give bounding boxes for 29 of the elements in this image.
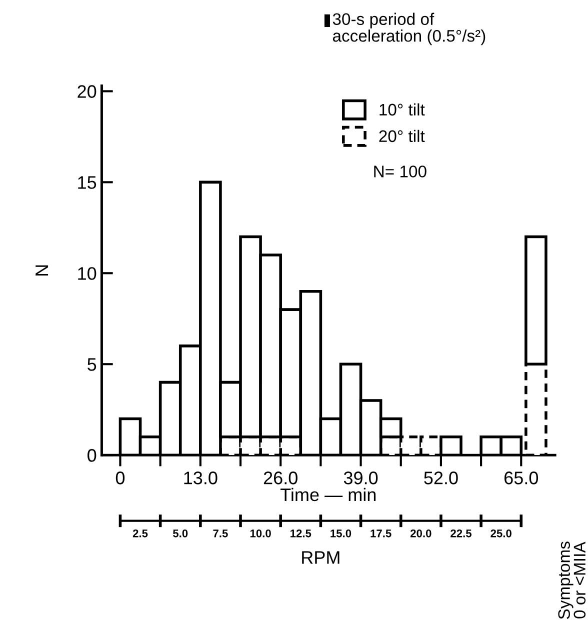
x2-tick-label: 2.5 [132, 529, 148, 538]
x2-tick-label: 22.5 [450, 529, 472, 538]
x-tick-label: 52.0 [424, 472, 458, 484]
y-axis-title: N [36, 265, 48, 276]
y-tick-label: 15 [78, 176, 96, 189]
x2-tick-label: 10.0 [250, 529, 271, 538]
y-tick-label: 20 [78, 85, 96, 98]
x2-tick-label: 20.0 [410, 529, 432, 538]
x-axis-title: Time — min [280, 488, 376, 502]
x2-axis-title: RPM [302, 551, 340, 564]
annotation: N= 100 [374, 166, 426, 178]
x2-tick-label: 15.0 [330, 529, 352, 538]
x2-tick-label: 25.0 [490, 529, 512, 538]
text: 30-s period of acceleration (0.5°/s²) [332, 12, 486, 46]
legend-label: 10° tilt [380, 103, 425, 116]
x-tick-label: 0 [116, 472, 125, 484]
x-tick-label: 39.0 [344, 472, 378, 484]
x2-tick-label: 5.0 [172, 529, 188, 538]
x-tick-label: 26.0 [264, 472, 298, 484]
legend-label: 20° tilt [379, 130, 425, 142]
x-tick-label: 65.0 [504, 472, 538, 484]
y-tick-label: 0 [88, 449, 96, 462]
y-tick-label: 10 [78, 267, 96, 280]
x2-tick-label: 12.5 [290, 529, 312, 538]
y-tick-label: 5 [88, 358, 96, 371]
x2-tick-label: 7.5 [213, 530, 228, 538]
x2-tick-label: 17.5 [370, 530, 392, 538]
text: Symptoms 0 or <MIIA [558, 542, 586, 619]
x-tick-label: 13.0 [184, 472, 218, 484]
